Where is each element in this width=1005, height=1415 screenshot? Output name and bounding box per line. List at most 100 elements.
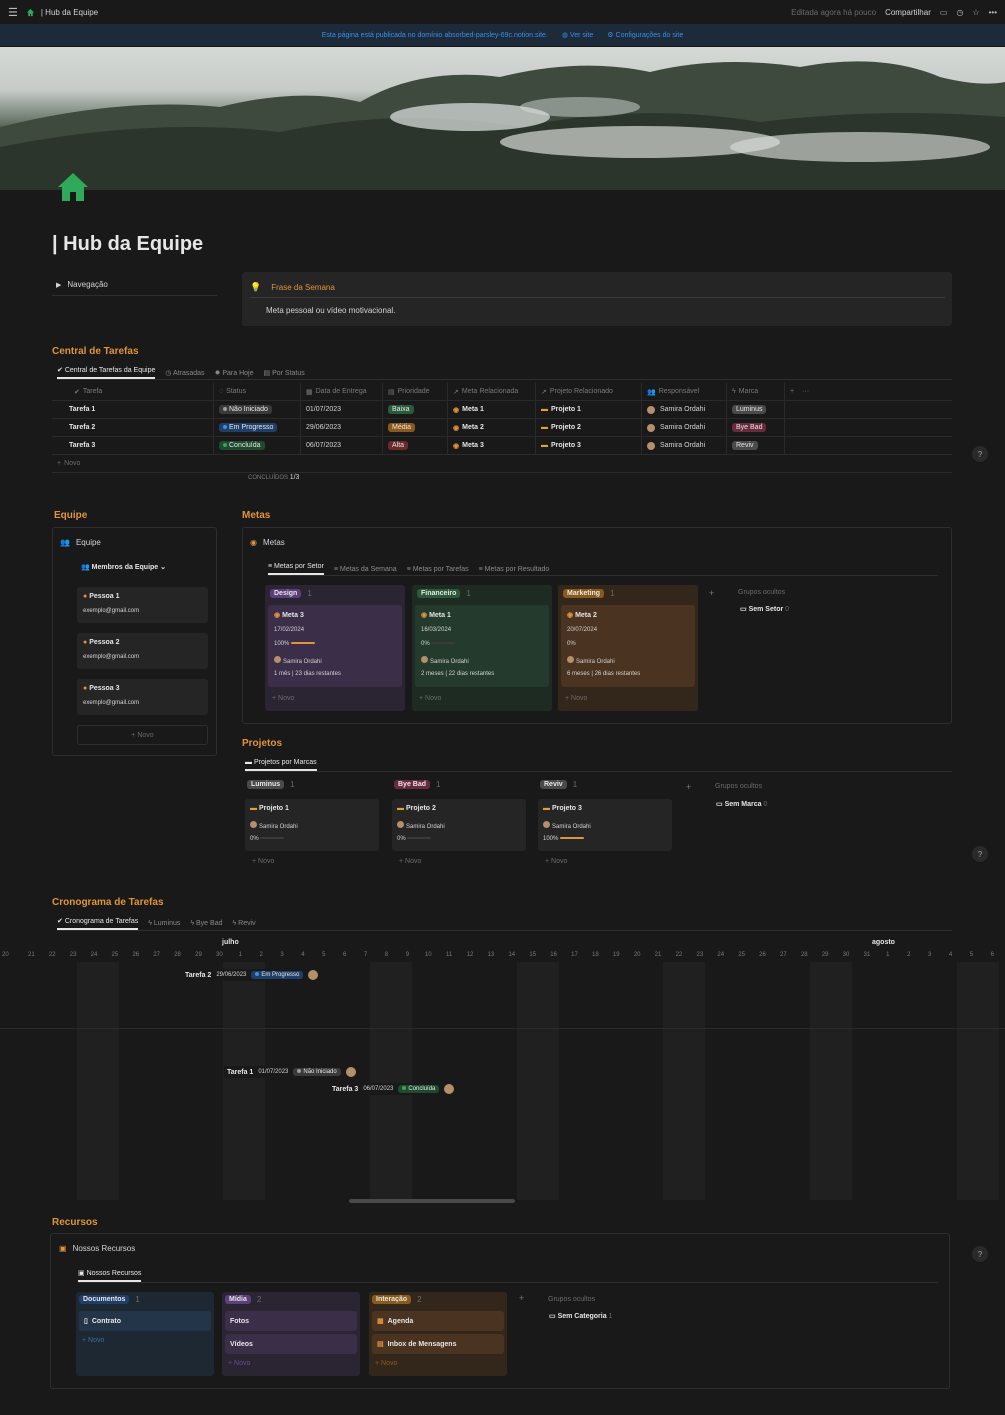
add-group-button[interactable]: + bbox=[686, 782, 692, 792]
column-header[interactable]: ↗ Projeto Relacionado bbox=[536, 383, 642, 400]
new-project-button[interactable]: + Novo bbox=[399, 858, 422, 865]
project-card[interactable]: ▬ Projeto 3 Samira Ordahi 100% bbox=[538, 799, 672, 851]
inbox-icon: ▭ bbox=[740, 606, 747, 613]
new-goal-button[interactable]: + Novo bbox=[419, 695, 442, 702]
tab-goals-week[interactable]: ≡ Metas da Semana bbox=[333, 565, 397, 573]
project-card[interactable]: ▬ Projeto 1 Samira Ordahi 0% bbox=[245, 799, 379, 851]
goal-link[interactable]: Meta 2 bbox=[462, 424, 484, 431]
projects-tabs: ▬ Projetos por Marcas bbox=[245, 759, 952, 772]
column-header[interactable]: ▤ Prioridade bbox=[383, 383, 448, 400]
share-button[interactable]: Compartilhar bbox=[885, 7, 931, 17]
callout: 💡 Frase da Semana Meta pessoal ou vídeo … bbox=[242, 272, 952, 326]
goal-card[interactable]: ◉ Meta 2 20/07/2024 0% Samira Ordahi 6 m… bbox=[561, 605, 695, 687]
resource-card[interactable]: Vídeos bbox=[225, 1334, 357, 1354]
goal-link[interactable]: Meta 3 bbox=[462, 442, 484, 449]
column-label: Tarefa bbox=[82, 388, 103, 395]
status-label: Concluída bbox=[229, 442, 261, 449]
tab-byebad[interactable]: ϟ Bye Bad bbox=[190, 920, 223, 927]
tab-goals-tasks[interactable]: ≡ Metas por Tarefas bbox=[406, 565, 469, 573]
tab-today[interactable]: ✹ Para Hoje bbox=[214, 369, 254, 377]
new-goal-button[interactable]: + Novo bbox=[565, 695, 588, 702]
column-header[interactable]: ✔ Tarefa bbox=[52, 383, 214, 400]
tab-goals-by-sector[interactable]: ≡ Metas por Setor bbox=[268, 563, 324, 575]
summary-value: 1/3 bbox=[289, 474, 300, 481]
more-icon[interactable]: ••• bbox=[988, 7, 997, 17]
status-label: Não Iniciado bbox=[229, 406, 268, 413]
view-site-link[interactable]: ◍ Ver site bbox=[562, 31, 593, 39]
timeline-item[interactable]: Tarefa 3 06/07/2023 Concluída bbox=[329, 1083, 460, 1095]
group-label: Marketing bbox=[563, 589, 605, 598]
breadcrumb[interactable]: | Hub da Equipe bbox=[26, 8, 98, 17]
member-card[interactable]: ● Pessoa 3 exemplo@gmail.com bbox=[77, 679, 208, 715]
goals-title: Metas bbox=[262, 538, 285, 547]
tab-reviv[interactable]: ϟ Reviv bbox=[232, 920, 256, 927]
history-icon[interactable]: ◷ bbox=[956, 7, 964, 17]
status-badge: Em Progresso bbox=[251, 971, 304, 979]
comment-icon[interactable]: ▭ bbox=[939, 7, 948, 17]
table-row[interactable]: Tarefa 1 Não Iniciado 01/07/2023 Baixa ◉… bbox=[52, 401, 952, 419]
timeline-item[interactable]: Tarefa 2 29/06/2023 Em Progresso bbox=[182, 969, 324, 981]
horizontal-scrollbar[interactable] bbox=[349, 1199, 515, 1203]
task-name[interactable]: Tarefa 3 bbox=[52, 437, 214, 454]
column-header[interactable]: ▦ Data de Entrega bbox=[301, 383, 383, 400]
tab-timeline[interactable]: ✔ Cronograma de Tarefas bbox=[57, 917, 139, 930]
project-link[interactable]: Projeto 2 bbox=[551, 424, 581, 431]
column-header[interactable]: ◌ Status bbox=[214, 383, 301, 400]
resource-card[interactable]: ▤ Inbox de Mensagens bbox=[372, 1334, 504, 1354]
new-goal-button[interactable]: + Novo bbox=[272, 695, 295, 702]
goal-card[interactable]: ◉ Meta 1 16/03/2024 0% Samira Ordahi 2 m… bbox=[415, 605, 549, 687]
resource-card[interactable]: ▯ Contrato bbox=[79, 1311, 211, 1331]
goal-card[interactable]: ◉ Meta 3 17/02/2024 100% Samira Ordahi 1… bbox=[268, 605, 402, 687]
tab-goals-result[interactable]: ≡ Metas por Resultado bbox=[478, 565, 550, 573]
new-resource-button[interactable]: + Novo bbox=[375, 1360, 398, 1367]
status-label: Em Progresso bbox=[229, 424, 274, 431]
task-name[interactable]: Tarefa 1 bbox=[52, 401, 214, 418]
project-card[interactable]: ▬ Projeto 2 Samira Ordahi 0% bbox=[392, 799, 526, 851]
site-settings-link[interactable]: ⚙ Configurações do site bbox=[607, 31, 683, 39]
tab-resources[interactable]: ▣ Nossos Recursos bbox=[78, 1269, 142, 1282]
due-date: 01/07/2023 bbox=[301, 401, 383, 418]
navigation-toggle[interactable]: ▶ Navegação bbox=[52, 274, 217, 296]
add-group-button[interactable]: + bbox=[709, 588, 715, 598]
tab-team-tasks[interactable]: ✔ Central de Tarefas da Equipe bbox=[57, 366, 156, 379]
new-project-button[interactable]: + Novo bbox=[545, 858, 568, 865]
hidden-group[interactable]: ▭ Sem Categoria 1 bbox=[549, 1312, 612, 1320]
timeline-item[interactable]: Tarefa 1 01/07/2023 Não Iniciado bbox=[224, 1066, 361, 1078]
member-card[interactable]: ● Pessoa 1 exemplo@gmail.com bbox=[77, 587, 208, 623]
team-view-tab[interactable]: 👥 Membros da Equipe ⌄ bbox=[81, 563, 166, 571]
tab-by-status[interactable]: ▤ Por Status bbox=[263, 369, 305, 377]
table-row[interactable]: Tarefa 3 Concluída 06/07/2023 Alta ◉ Meta… bbox=[52, 437, 952, 455]
goal-link[interactable]: Meta 1 bbox=[462, 406, 484, 413]
help-button[interactable]: ? bbox=[972, 446, 988, 462]
column-header[interactable]: ↗ Meta Relacionada bbox=[448, 383, 536, 400]
add-column[interactable]: + ··· bbox=[785, 383, 825, 400]
task-name[interactable]: Tarefa 2 bbox=[52, 419, 214, 436]
new-member-button[interactable]: + Novo bbox=[77, 725, 208, 745]
add-group-button[interactable]: + bbox=[519, 1293, 525, 1303]
member-card[interactable]: ● Pessoa 2 exemplo@gmail.com bbox=[77, 633, 208, 669]
help-button[interactable]: ? bbox=[972, 846, 988, 862]
member-email: exemplo@gmail.com bbox=[83, 700, 140, 706]
add-row-button[interactable]: + Novo bbox=[52, 455, 952, 473]
hidden-group[interactable]: ▭ Sem Setor 0 bbox=[740, 605, 789, 613]
column-header[interactable]: ϟ Marca bbox=[727, 383, 785, 400]
resource-card[interactable]: ▦ Agenda bbox=[372, 1311, 504, 1331]
resource-name: Contrato bbox=[91, 1317, 122, 1325]
help-button[interactable]: ? bbox=[972, 1246, 988, 1262]
tab-luminus[interactable]: ϟ Luminus bbox=[148, 920, 181, 927]
tab-overdue[interactable]: ◷ Atrasadas bbox=[165, 369, 205, 377]
star-icon[interactable]: ☆ bbox=[972, 7, 980, 17]
project-link[interactable]: Projeto 1 bbox=[551, 406, 581, 413]
progress-bar bbox=[431, 642, 456, 645]
new-resource-button[interactable]: + Novo bbox=[82, 1337, 105, 1344]
house-icon[interactable] bbox=[56, 170, 90, 204]
resource-card[interactable]: Fotos bbox=[225, 1311, 357, 1331]
tab-projects-by-brand[interactable]: ▬ Projetos por Marcas bbox=[245, 759, 317, 771]
project-link[interactable]: Projeto 3 bbox=[551, 442, 581, 449]
column-header[interactable]: 👥 Responsável bbox=[642, 383, 727, 400]
menu-icon[interactable]: ☰ bbox=[8, 6, 18, 19]
new-resource-button[interactable]: + Novo bbox=[228, 1360, 251, 1367]
hidden-group[interactable]: ▭ Sem Marca 0 bbox=[716, 800, 767, 808]
new-project-button[interactable]: + Novo bbox=[252, 858, 275, 865]
table-row[interactable]: Tarefa 2 Em Progresso 29/06/2023 Média ◉… bbox=[52, 419, 952, 437]
